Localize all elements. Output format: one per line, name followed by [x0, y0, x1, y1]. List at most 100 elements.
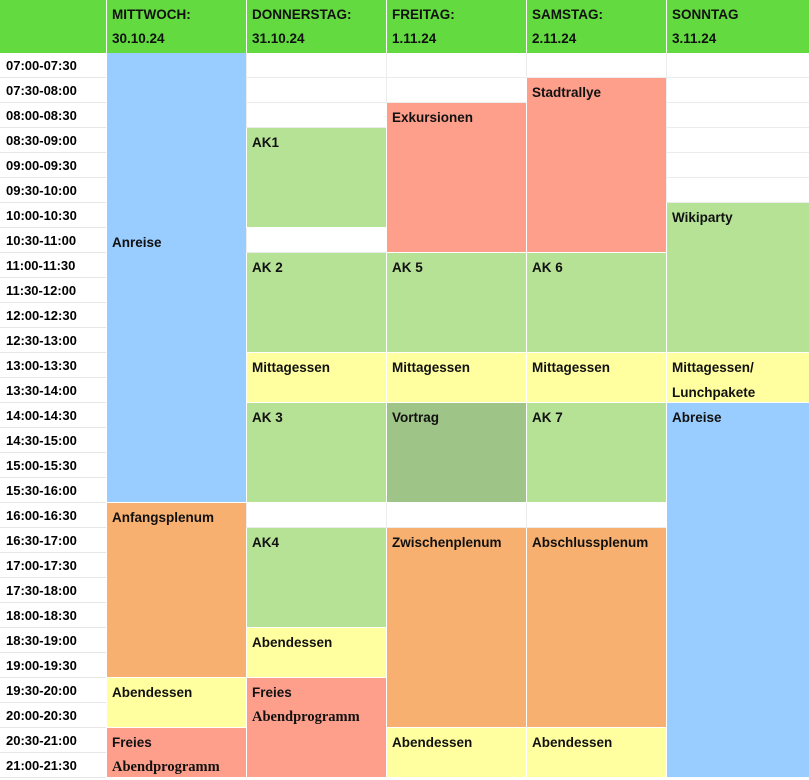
event-label: AK4: [252, 535, 280, 550]
event-abendessen-thu: Abendessen: [246, 628, 386, 678]
time-slot: 07:30-08:00: [0, 78, 106, 103]
time-slot: 12:00-12:30: [0, 303, 106, 328]
event-ak3: AK 3: [246, 403, 386, 503]
day-name: MITTWOCH:: [112, 7, 191, 22]
event-label: Abendessen: [252, 635, 333, 650]
event-exkursionen: Exkursionen: [386, 103, 526, 253]
time-slot: 19:00-19:30: [0, 653, 106, 678]
event-label: Abendessen: [392, 735, 473, 750]
time-slot: 08:30-09:00: [0, 128, 106, 153]
time-slot: 20:00-20:30: [0, 703, 106, 728]
event-ak4: AK4: [246, 528, 386, 628]
event-label: Abendprogramm: [252, 709, 360, 725]
event-label: Lunchpakete: [672, 385, 756, 400]
time-slot: 17:00-17:30: [0, 553, 106, 578]
time-slot: 09:30-10:00: [0, 178, 106, 203]
event-freies-abendprogramm-wed: Freies Abendprogramm: [106, 728, 246, 778]
empty-slot: [246, 53, 386, 78]
time-slot: 15:00-15:30: [0, 453, 106, 478]
event-ak7: AK 7: [526, 403, 666, 503]
day-date: 30.10.24: [112, 31, 165, 46]
event-freies-abendprogramm-thu: Freies Abendprogramm: [246, 678, 386, 778]
event-label: Abendessen: [112, 685, 193, 700]
time-slot: 16:00-16:30: [0, 503, 106, 528]
event-abreise: Abreise: [666, 403, 809, 778]
event-label: Mittagessen: [252, 360, 331, 375]
event-abendessen-sat: Abendessen: [526, 728, 666, 778]
empty-slot: [666, 128, 809, 153]
event-label: Exkursionen: [392, 110, 474, 125]
header-corner: [0, 0, 106, 53]
day-name: SAMSTAG:: [532, 7, 603, 22]
day-header-thursday: DONNERSTAG: 31.10.24: [246, 0, 386, 53]
day-date: 1.11.24: [392, 31, 437, 46]
event-ak1: AK1: [246, 128, 386, 228]
event-label: Freies: [252, 685, 292, 700]
event-label: Vortrag: [392, 410, 440, 425]
time-slot: 14:30-15:00: [0, 428, 106, 453]
empty-slot: [386, 503, 526, 528]
event-wikiparty: Wikiparty: [666, 203, 809, 353]
time-slot: 16:30-17:00: [0, 528, 106, 553]
time-slot: 11:00-11:30: [0, 253, 106, 278]
day-header-saturday: SAMSTAG: 2.11.24: [526, 0, 666, 53]
day-date: 3.11.24: [672, 31, 717, 46]
event-abendessen-wed: Abendessen: [106, 678, 246, 728]
empty-slot: [526, 503, 666, 528]
event-label: Mittagessen/: [672, 360, 754, 375]
event-mittagessen-sat: Mittagessen: [526, 353, 666, 403]
event-anfangsplenum: Anfangsplenum: [106, 503, 246, 678]
empty-slot: [246, 78, 386, 103]
event-ak6: AK 6: [526, 253, 666, 353]
event-label: AK 6: [532, 260, 563, 275]
time-slot: 10:00-10:30: [0, 203, 106, 228]
event-label: AK1: [252, 135, 280, 150]
event-abschlussplenum: Abschlussplenum: [526, 528, 666, 728]
event-label: Anfangsplenum: [112, 510, 215, 525]
event-abendessen-fri: Abendessen: [386, 728, 526, 778]
day-name: DONNERSTAG:: [252, 7, 352, 22]
empty-slot: [246, 503, 386, 528]
event-label: Zwischenplenum: [392, 535, 502, 550]
time-slot: 17:30-18:00: [0, 578, 106, 603]
time-slot: 10:30-11:00: [0, 228, 106, 253]
day-name: FREITAG:: [392, 7, 455, 22]
empty-slot: [246, 103, 386, 128]
event-label: Freies: [112, 735, 152, 750]
event-mittagessen-lunchpakete: Mittagessen/ Lunchpakete: [666, 353, 809, 403]
event-ak5: AK 5: [386, 253, 526, 353]
event-label: Mittagessen: [392, 360, 471, 375]
day-header-wednesday: MITTWOCH: 30.10.24: [106, 0, 246, 53]
time-slot: 21:00-21:30: [0, 753, 106, 778]
empty-slot: [666, 103, 809, 128]
event-label: AK 2: [252, 260, 283, 275]
event-label: Abendessen: [532, 735, 613, 750]
time-slot: 11:30-12:00: [0, 278, 106, 303]
event-zwischenplenum: Zwischenplenum: [386, 528, 526, 728]
event-label: Mittagessen: [532, 360, 611, 375]
empty-slot: [526, 53, 666, 78]
event-label: Stadtrallye: [532, 85, 602, 100]
day-date: 31.10.24: [252, 31, 305, 46]
event-label: Abendprogramm: [112, 759, 220, 775]
time-slot: 12:30-13:00: [0, 328, 106, 353]
time-slot: 13:00-13:30: [0, 353, 106, 378]
event-label: AK 3: [252, 410, 283, 425]
day-date: 2.11.24: [532, 31, 577, 46]
event-label: Anreise: [112, 235, 162, 250]
event-label: AK 5: [392, 260, 423, 275]
event-label: Wikiparty: [672, 210, 733, 225]
empty-slot: [666, 153, 809, 178]
time-slot: 09:00-09:30: [0, 153, 106, 178]
day-header-friday: FREITAG: 1.11.24: [386, 0, 526, 53]
time-slot: 18:30-19:00: [0, 628, 106, 653]
empty-slot: [666, 53, 809, 78]
time-slot: 15:30-16:00: [0, 478, 106, 503]
event-vortrag: Vortrag: [386, 403, 526, 503]
event-mittagessen-thu: Mittagessen: [246, 353, 386, 403]
event-mittagessen-fri: Mittagessen: [386, 353, 526, 403]
empty-slot: [386, 53, 526, 78]
event-label: Abreise: [672, 410, 722, 425]
time-slot: 07:00-07:30: [0, 53, 106, 78]
